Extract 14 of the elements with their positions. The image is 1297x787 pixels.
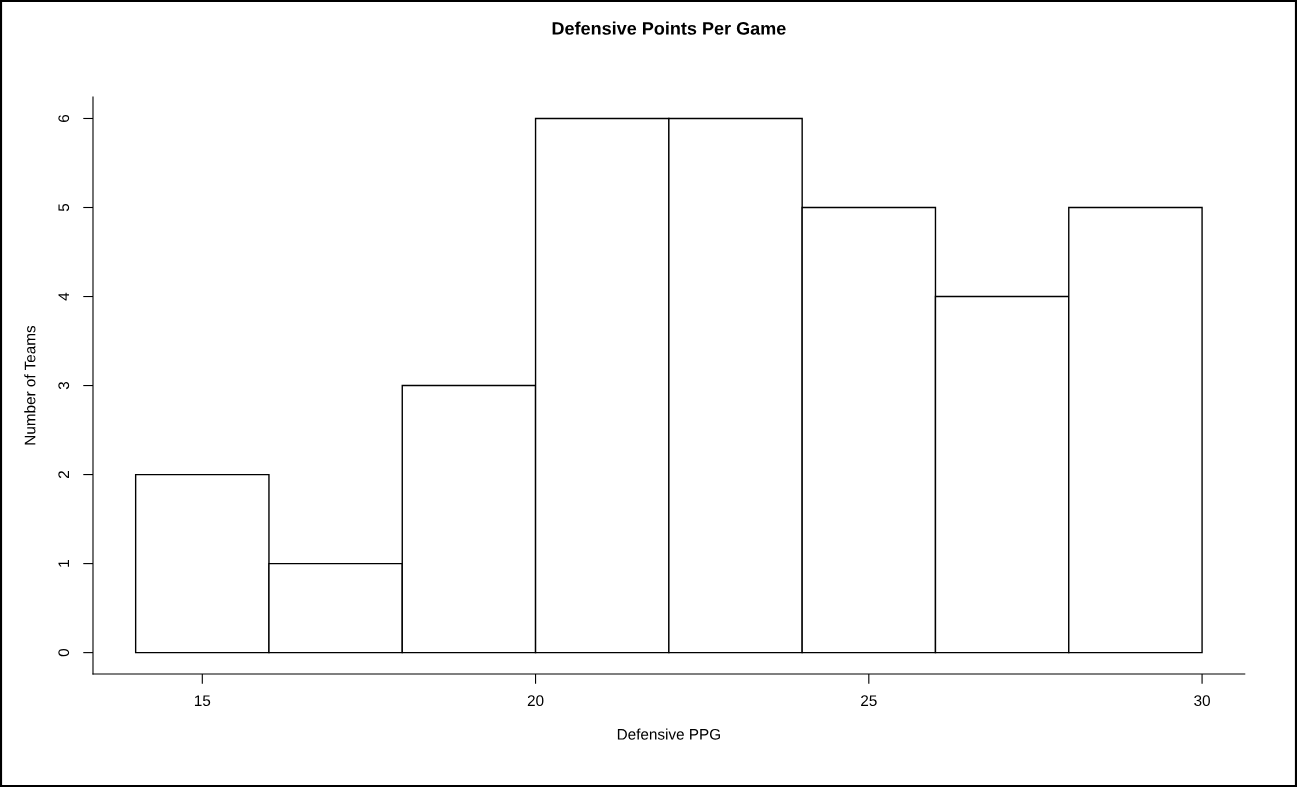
y-axis-title: Number of Teams [24,325,36,445]
y-tick-label: 1 [58,560,69,567]
y-tick-label: 3 [58,381,70,390]
chart-title: Defensive Points Per Game [552,21,786,35]
y-tick-label: 5 [58,203,70,212]
x-tick-label: 15 [194,695,211,707]
x-tick-label: 20 [527,695,544,707]
y-tick-label: 2 [58,471,69,479]
y-tick-label: 6 [58,114,70,122]
y-tick-label: 0 [58,648,70,657]
x-tick-label: 30 [1194,695,1210,707]
x-tick-label: 25 [861,695,877,707]
x-axis-title: Defensive PPG [617,728,720,740]
y-tick-label: 4 [58,292,69,301]
